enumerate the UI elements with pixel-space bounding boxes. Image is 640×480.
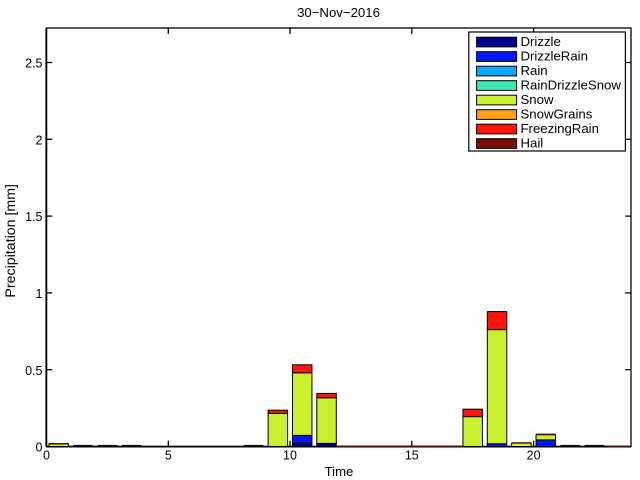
svg-text:0: 0 <box>36 441 43 455</box>
svg-text:10: 10 <box>283 448 297 462</box>
svg-text:Time: Time <box>325 464 354 479</box>
svg-text:Snow: Snow <box>521 92 554 107</box>
svg-text:2: 2 <box>36 133 43 147</box>
svg-text:0.5: 0.5 <box>25 364 42 378</box>
svg-text:DrizzleRain: DrizzleRain <box>521 49 588 64</box>
svg-text:Drizzle: Drizzle <box>521 34 561 49</box>
svg-text:15: 15 <box>405 448 419 462</box>
svg-text:Hail: Hail <box>521 136 544 151</box>
svg-text:0: 0 <box>43 448 50 462</box>
svg-text:20: 20 <box>527 448 541 462</box>
svg-text:Precipitation [mm]: Precipitation [mm] <box>3 184 19 298</box>
svg-text:5: 5 <box>165 448 172 462</box>
svg-text:FreezingRain: FreezingRain <box>521 121 599 136</box>
svg-text:1.5: 1.5 <box>25 210 42 224</box>
svg-text:1: 1 <box>36 287 43 301</box>
svg-text:30−Nov−2016: 30−Nov−2016 <box>297 5 380 20</box>
svg-text:SnowGrains: SnowGrains <box>521 107 593 122</box>
svg-text:Rain: Rain <box>521 63 548 78</box>
svg-text:RainDrizzleSnow: RainDrizzleSnow <box>521 78 622 93</box>
svg-text:2.5: 2.5 <box>25 57 42 71</box>
